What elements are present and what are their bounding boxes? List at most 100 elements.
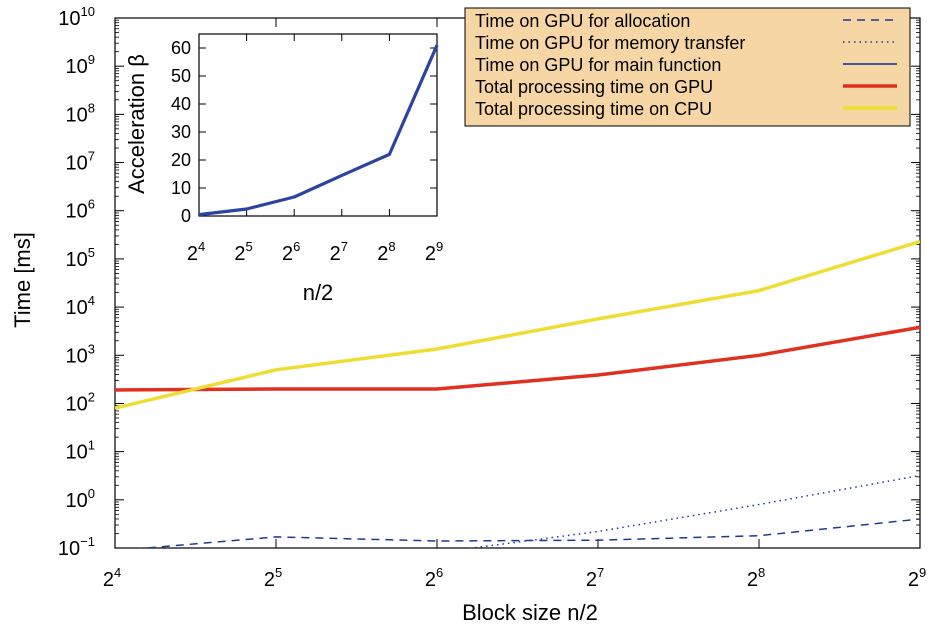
y-tick-label-exp: 10 <box>81 4 95 19</box>
y-tick-label-base: 10 <box>66 297 88 319</box>
inset-y-tick-label: 60 <box>171 38 191 58</box>
x-tick-label-base: 2 <box>747 569 758 591</box>
y-tick-label: 1010 <box>58 4 95 30</box>
y-tick-label-base: 10 <box>66 345 88 367</box>
x-tick-label-base: 2 <box>103 569 114 591</box>
x-tick-label-exp: 6 <box>436 565 443 580</box>
y-tick-label: 103 <box>66 341 95 367</box>
legend-label-3: Total processing time on GPU <box>475 77 713 97</box>
inset-y-tick-label: 20 <box>171 150 191 170</box>
legend-label-2: Time on GPU for main function <box>475 55 721 75</box>
y-tick-label-exp: 0 <box>88 486 95 501</box>
inset-x-axis-title: n/2 <box>303 280 334 305</box>
x-tick-label: 26 <box>425 565 443 591</box>
y-tick-label: 104 <box>66 293 95 319</box>
series-line-0 <box>138 518 920 548</box>
x-tick-label-base: 2 <box>908 569 919 591</box>
y-tick-label: 102 <box>66 389 95 415</box>
x-tick-label-exp: 5 <box>275 565 282 580</box>
inset-y-tick-label: 50 <box>171 66 191 86</box>
inset-y-tick-label: 40 <box>171 94 191 114</box>
legend-label-0: Time on GPU for allocation <box>475 11 690 31</box>
y-tick-label-exp: 9 <box>88 52 95 67</box>
x-tick-label: 28 <box>747 565 765 591</box>
inset-y-tick-label: 30 <box>171 122 191 142</box>
inset-x-tick-label-exp: 5 <box>246 239 253 254</box>
y-tick-label-exp: 8 <box>88 100 95 115</box>
inset-x-tick-label: 28 <box>377 239 395 265</box>
inset-x-tick-label-base: 2 <box>187 243 198 265</box>
x-tick-label: 27 <box>586 565 604 591</box>
y-tick-label-base: 10 <box>66 442 88 464</box>
main-series-lines <box>115 239 920 548</box>
y-tick-label: 108 <box>66 100 95 126</box>
x-tick-label: 24 <box>103 565 121 591</box>
y-tick-label-exp: 6 <box>88 197 95 212</box>
inset-x-tick-label: 29 <box>425 239 443 265</box>
x-axis-title: Block size n/2 <box>462 600 598 625</box>
y-tick-label-base: 10 <box>58 8 80 30</box>
x-tick-label-exp: 7 <box>597 565 604 580</box>
inset-x-tick-label-exp: 6 <box>293 239 300 254</box>
inset-frame <box>198 33 438 217</box>
x-tick-label-exp: 4 <box>114 565 121 580</box>
legend-box <box>464 7 911 127</box>
x-tick-label-base: 2 <box>425 569 436 591</box>
y-tick-label: 101 <box>66 438 95 464</box>
inset-x-tick-label-exp: 4 <box>198 239 205 254</box>
inset-x-tick-label-base: 2 <box>234 243 245 265</box>
inset-x-tick-label-base: 2 <box>425 243 436 265</box>
y-tick-label-base: 10 <box>66 104 88 126</box>
y-tick-label-base: 10 <box>66 56 88 78</box>
series-line-3 <box>115 325 920 392</box>
y-tick-label-exp: −1 <box>80 534 95 549</box>
x-tick-label-base: 2 <box>586 569 597 591</box>
y-axis-title: Time [ms] <box>10 232 35 328</box>
y-tick-label-base: 10 <box>66 393 88 415</box>
series-line-1 <box>466 474 920 548</box>
x-tick-label-exp: 9 <box>919 565 926 580</box>
x-tick-label: 25 <box>264 565 282 591</box>
inset-x-tick-label-base: 2 <box>282 243 293 265</box>
inset-x-tick-label: 24 <box>187 239 205 265</box>
y-tick-label-exp: 5 <box>88 245 95 260</box>
series-line-4 <box>115 239 920 410</box>
y-tick-label-exp: 2 <box>88 389 95 404</box>
inset-x-tick-label-exp: 8 <box>388 239 395 254</box>
y-tick-label-base: 10 <box>66 490 88 512</box>
main-plot: 10−1100101102103104105106107108109101024… <box>58 4 926 591</box>
inset-x-tick-label-exp: 9 <box>436 239 443 254</box>
y-tick-label-base: 10 <box>66 249 88 271</box>
y-tick-label-exp: 1 <box>88 438 95 453</box>
y-tick-label-exp: 4 <box>88 293 95 308</box>
x-tick-label-base: 2 <box>264 569 275 591</box>
y-tick-label: 107 <box>66 149 95 175</box>
y-tick-label-base: 10 <box>66 201 88 223</box>
legend-label-1: Time on GPU for memory transfer <box>475 33 745 53</box>
legend-label-4: Total processing time on CPU <box>475 99 712 119</box>
y-tick-label-base: 10 <box>58 538 80 560</box>
y-tick-label: 10−1 <box>58 534 95 560</box>
y-tick-label-exp: 7 <box>88 149 95 164</box>
inset-y-axis-title: Acceleration β <box>124 54 149 194</box>
inset-x-tick-label-exp: 7 <box>341 239 348 254</box>
y-tick-label: 109 <box>66 52 95 78</box>
inset-x-tick-label: 25 <box>234 239 252 265</box>
y-tick-label-exp: 3 <box>88 341 95 356</box>
inset-x-tick-label-base: 2 <box>377 243 388 265</box>
x-tick-label-exp: 8 <box>758 565 765 580</box>
inset-y-tick-label: 0 <box>181 206 191 226</box>
inset-x-tick-label: 27 <box>330 239 348 265</box>
y-tick-label: 105 <box>66 245 95 271</box>
y-tick-label: 106 <box>66 197 95 223</box>
y-tick-label: 100 <box>66 486 95 512</box>
inset-y-tick-label: 10 <box>171 178 191 198</box>
y-tick-label-base: 10 <box>66 153 88 175</box>
inset-series-line <box>198 44 439 217</box>
inset-x-tick-label: 26 <box>282 239 300 265</box>
inset-x-tick-label-base: 2 <box>330 243 341 265</box>
x-tick-label: 29 <box>908 565 926 591</box>
